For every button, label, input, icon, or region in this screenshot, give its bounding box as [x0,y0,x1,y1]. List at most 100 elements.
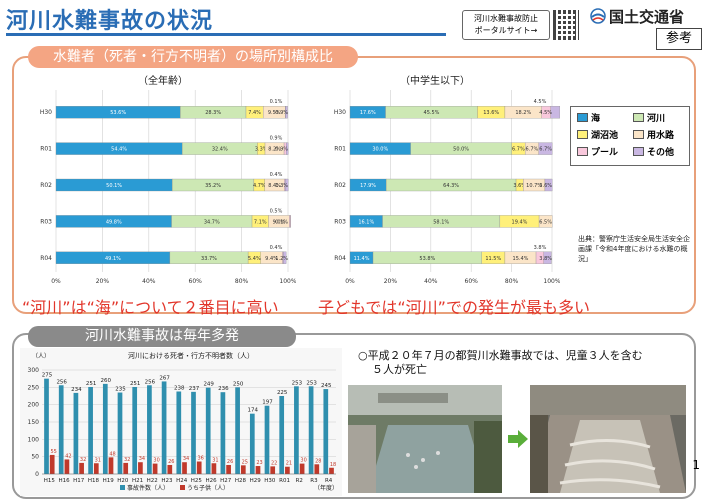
child-value-label: 42 [65,453,71,459]
data-label: 0.1% [275,219,288,225]
qr-code-icon[interactable] [553,10,579,40]
legend-label: 事故件数（人） [127,484,169,492]
value-label: 245 [321,383,332,389]
section1-title: 水難者（死者・行方不明者）の場所別構成比 [28,46,358,68]
child-value-label: 55 [51,449,57,455]
river-photo-before [348,385,502,493]
data-label: 50.1% [106,183,122,189]
value-label: 238 [174,385,185,391]
legend-swatch [633,147,644,156]
child-bar [79,462,84,474]
accident-bar [191,391,196,474]
note-line1: ○平成２０年７月の都賀川水難事故では、児童３人を含む [358,349,643,362]
y-tick-label: 0 [35,471,39,478]
x-tick-label: H24 [176,478,188,484]
data-label: 3.6% [539,183,552,189]
x-tick-label: H20 [117,478,129,484]
data-label: 64.3% [443,183,459,189]
river-casualty-chart: 河川における死者・行方不明者数（人）（人）0501001502002503002… [20,348,342,496]
arrow-right-icon [508,430,528,452]
category-label: R04 [334,255,346,262]
child-value-label: 28 [315,458,321,464]
x-tick-label: H29 [250,478,262,484]
data-label: 34.7% [204,219,220,225]
x-tick-label: 40% [424,278,438,285]
data-label: 4.5% [539,110,552,116]
bar-segment [544,178,553,192]
value-label: 251 [130,381,141,387]
x-tick-label: H30 [264,478,276,484]
bar-segment [285,178,289,192]
value-label: 253 [292,380,303,386]
data-label: 49.1% [105,256,121,262]
bar-segment [538,215,553,228]
chart-title: 河川における死者・行方不明者数（人） [128,351,254,360]
category-label: R02 [40,182,52,189]
data-label: 19.4% [512,219,528,225]
child-bar [329,467,334,474]
data-label: 28.3% [205,110,221,116]
value-label: 236 [218,386,229,392]
legend-label: その他 [647,148,675,158]
section2-title: 河川水難事故は毎年多発 [28,326,296,347]
data-label: 1.2% [275,256,288,262]
accident-bar [73,392,79,474]
page-title: 河川水難事故の状況 [6,9,214,34]
x-tick-label: R2 [296,478,303,484]
data-label: 7.1% [254,219,267,225]
child-bar [93,463,99,474]
bar-segment [283,251,287,264]
accident-bar [88,386,93,474]
legend-item: 海 [577,111,600,124]
legend-swatch [577,147,588,156]
data-label: 50.0% [453,147,469,153]
value-label: 250 [233,381,244,387]
child-value-label: 34 [139,456,145,462]
category-label: R04 [40,255,52,262]
data-label: 0.5% [270,208,283,214]
accident-bar [117,392,123,474]
bar-segment [285,106,288,119]
data-label: 9.5% [268,110,281,116]
value-label: 235 [115,387,126,393]
data-label: 9.0% [273,219,286,225]
left-chart-subtitle: （全年齢） [138,76,188,87]
legend-label: 用水路 [647,131,675,141]
portal-line1: 河川水難事故防止 [474,14,538,23]
child-value-label: 48 [109,451,115,457]
legend-swatch [577,130,588,139]
x-tick-label: H19 [103,478,115,484]
child-bar [270,466,276,474]
portal-link[interactable]: 河川水難事故防止 ポータルサイト→ [462,10,550,40]
child-bar [211,463,217,474]
data-label: 54.4% [111,147,127,153]
value-label: 253 [306,380,317,386]
legend-swatch [633,113,644,122]
data-label: 0.1% [270,99,283,105]
right-chart-subtitle: （中学生以下） [400,76,470,87]
accident-bar [249,413,255,474]
x-tick-label: H17 [73,478,85,484]
data-label: 49.8% [106,219,122,225]
river-accident-panel [12,333,696,499]
data-label: 0.9% [275,147,288,153]
data-label: 53.6% [110,110,126,116]
value-label: 251 [86,381,97,387]
portal-line2: ポータルサイト→ [474,26,538,35]
accident-bar [176,391,182,474]
x-tick-label: R3 [310,478,318,484]
child-value-label: 34 [183,456,189,462]
legend-label: 湖沼池 [591,131,619,141]
note-line2: ５人が死亡 [372,363,427,376]
data-label: 0.4% [270,245,283,251]
accident-bar [132,386,138,474]
y-tick-label: 200 [28,402,40,409]
x-tick-label: 0% [51,278,61,285]
data-label: 17.9% [360,183,376,189]
value-label: 237 [189,386,200,392]
data-label: 6.7% [526,147,539,153]
reference-tag: 参考 [656,28,702,50]
accident-bar [102,383,108,474]
bar-segment [543,251,552,264]
legend-item: プール [577,145,618,158]
